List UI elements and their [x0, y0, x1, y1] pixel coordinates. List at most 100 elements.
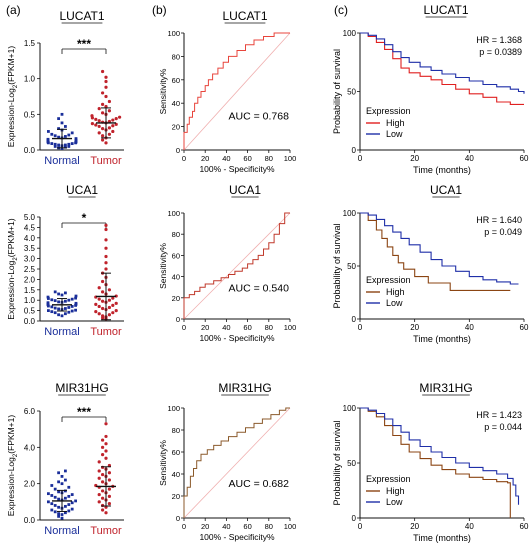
- data-point-tumor: [101, 306, 105, 311]
- data-point-tumor: [114, 117, 118, 121]
- x-tick-label: 20: [201, 522, 209, 531]
- data-point-tumor: [111, 303, 115, 307]
- data-point-normal: [53, 134, 57, 138]
- y-axis-label-rest: (FPKM+1): [6, 415, 16, 454]
- legend-label-high: High: [386, 486, 405, 496]
- x-tick-label: 60: [520, 323, 529, 332]
- data-point-tumor: [97, 500, 101, 504]
- data-point-tumor: [97, 107, 101, 111]
- data-point-normal: [67, 509, 71, 513]
- x-tick-label: 0: [358, 154, 363, 163]
- data-point-normal: [64, 511, 67, 515]
- data-point-normal: [70, 507, 74, 511]
- y-tick-label: 0.5: [24, 307, 36, 316]
- data-point-normal: [60, 513, 64, 516]
- auc-annotation: AUC = 0.540: [229, 282, 290, 294]
- x-tick-label: 40: [222, 154, 230, 163]
- data-point-normal: [60, 475, 64, 478]
- data-point-normal: [64, 125, 67, 128]
- data-point-normal: [70, 297, 74, 301]
- hazard-ratio: HR = 1.640: [476, 215, 522, 225]
- x-tick-label: 100: [284, 323, 297, 332]
- km-title: MIR31HG: [419, 381, 472, 395]
- y-tick-label: 20: [172, 294, 180, 303]
- y-tick-label: 1.5: [24, 39, 36, 48]
- data-point-tumor: [104, 261, 108, 265]
- data-point-normal: [67, 494, 71, 498]
- legend-title: Expression: [366, 106, 411, 116]
- data-point-tumor: [111, 311, 115, 315]
- data-point-normal: [57, 135, 60, 139]
- data-point-tumor: [101, 290, 105, 294]
- km-title: UCA1: [430, 183, 462, 197]
- y-tick-label: 0: [176, 315, 180, 324]
- data-point-normal: [47, 309, 50, 312]
- roc-title: UCA1: [229, 183, 261, 197]
- data-point-tumor: [107, 305, 111, 310]
- x-tick-label: 0: [182, 323, 186, 332]
- y-tick-label: 50: [347, 88, 356, 97]
- y-tick-label: 40: [172, 470, 180, 479]
- x-axis-label: Time (months): [413, 165, 471, 175]
- data-point-normal: [60, 121, 64, 125]
- data-point-normal: [57, 117, 60, 121]
- roc-plot-uca1: UCA1 0 20 40 60 80 100 0 20 40 60 80 100 100% - Speci…: [158, 183, 296, 343]
- data-point-normal: [64, 143, 67, 147]
- data-point-normal: [67, 145, 71, 148]
- y-tick-label: 100: [167, 404, 180, 413]
- x-tick-label: 0: [358, 522, 363, 531]
- data-point-tumor: [97, 460, 101, 464]
- data-point-tumor: [107, 298, 111, 302]
- roc-curve: [183, 212, 290, 319]
- data-point-tumor: [101, 445, 105, 449]
- category-label-normal: Normal: [44, 326, 79, 338]
- x-tick-label: 100: [284, 154, 297, 163]
- x-tick-label: 80: [265, 522, 273, 531]
- data-point-normal: [64, 478, 67, 482]
- data-point-tumor: [101, 111, 105, 115]
- x-tick-label: 80: [265, 154, 273, 163]
- y-tick-label: 40: [172, 99, 180, 108]
- data-point-normal: [70, 309, 74, 313]
- legend-label-low: Low: [386, 497, 403, 507]
- legend-label-high: High: [386, 287, 405, 297]
- hazard-ratio: HR = 1.423: [476, 410, 522, 420]
- data-point-tumor: [118, 115, 122, 119]
- y-tick-label: 2.5: [24, 265, 36, 274]
- y-tick-label: 60: [172, 251, 180, 260]
- data-point-normal: [60, 147, 64, 150]
- legend-label-low: Low: [386, 298, 403, 308]
- data-point-tumor: [104, 456, 108, 460]
- reference-diagonal: [183, 32, 291, 151]
- auc-annotation: AUC = 0.682: [229, 478, 290, 490]
- km-plot-uca1: UCA1 0 50 100 0 20 40 60 Time (months) Probabilit…: [332, 183, 529, 344]
- data-point-normal: [74, 296, 77, 300]
- roc-curve: [183, 407, 290, 518]
- data-point-tumor: [97, 124, 101, 129]
- category-label-normal: Normal: [44, 525, 79, 537]
- data-point-tumor: [104, 449, 108, 453]
- y-tick-label: 0: [352, 514, 357, 523]
- data-point-tumor: [101, 279, 105, 284]
- km-plot-mir31hg: MIR31HG 0 50 100 0 20 40 60 Time (months) Probabi…: [332, 381, 529, 543]
- data-point-normal: [53, 504, 57, 507]
- p-value: p = 0.0389: [479, 47, 522, 57]
- y-tick-label: 0.5: [24, 110, 36, 119]
- roc-plot-mir31hg: MIR31HG 0 20 40 60 80 100 0 20 40 60 80 100 100% - Sp…: [158, 381, 296, 542]
- roc-title: LUCAT1: [222, 9, 267, 23]
- legend-label-low: Low: [386, 129, 403, 139]
- data-point-normal: [53, 510, 57, 514]
- data-point-normal: [50, 305, 54, 309]
- y-tick-label: 60: [172, 76, 180, 85]
- data-point-normal: [64, 504, 67, 508]
- data-point-normal: [64, 291, 67, 295]
- y-tick-label: 1.0: [24, 296, 36, 305]
- data-point-normal: [47, 297, 50, 300]
- legend-title: Expression: [366, 474, 411, 484]
- x-tick-label: 40: [222, 522, 230, 531]
- y-tick-label: 4.5: [24, 223, 36, 232]
- data-point-tumor: [97, 312, 101, 316]
- x-tick-label: 40: [465, 522, 474, 531]
- data-point-tumor: [101, 134, 105, 138]
